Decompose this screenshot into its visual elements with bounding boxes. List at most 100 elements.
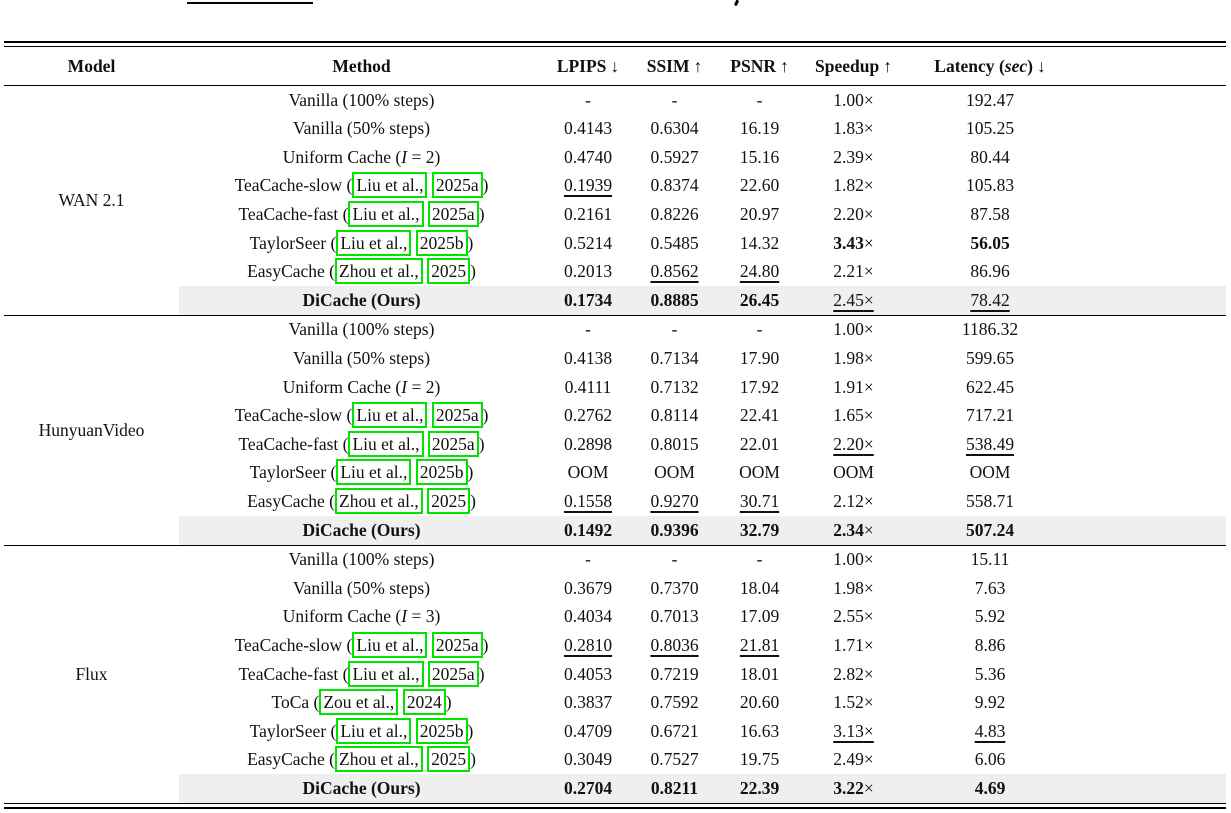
metric-cell: 622.45 [905,373,1075,402]
metric-value: 0.2161 [563,204,613,225]
metric-cell: 0.2810 [544,631,632,660]
metric-value: 2.34 [833,519,864,540]
method-cell: DiCache (Ours) [179,774,544,803]
spacer-cell [1075,746,1226,775]
times-symbol: × [863,376,874,397]
underlined-value: 30.71 [740,491,779,511]
table-row: Uniform Cache (I = 2) 0.4111 0.7132 17.92 1.… [4,373,1226,402]
header-label: Latency [934,55,995,76]
table-row: TaylorSeer (Liu et al., 2025b) 0.4709 0.67… [4,717,1226,746]
metric-value: 4.69 [974,777,1006,798]
metric-cell: OOM [632,459,717,488]
method-text: Vanilla (50% steps) [292,577,431,598]
metric-value: 599.65 [965,348,1015,369]
citation-link[interactable]: 2025 [427,258,471,285]
header-arrow-icon: ↑ [693,55,703,76]
metric-cell: 1.98× [802,344,905,373]
method-text: = 2) [407,146,441,167]
metric-value: 3.22 [833,777,864,798]
metric-cell: 22.60 [717,172,802,201]
citation-link[interactable]: 2025a [427,201,479,228]
citation-link[interactable]: Liu et al., [348,430,424,457]
method-cell: TaylorSeer (Liu et al., 2025b) [179,459,544,488]
citation-link[interactable]: Liu et al., [336,717,412,744]
metric-value: 0.8211 [650,777,699,798]
method-text: ) [482,634,489,655]
citation-link[interactable]: 2024 [402,689,446,716]
method-cell: Vanilla (50% steps) [179,574,544,603]
citation-link[interactable]: Zhou et al., [335,258,423,285]
metric-cell: - [544,314,632,345]
metric-value: 8.86 [974,634,1006,655]
citation-link[interactable]: Liu et al., [352,172,428,199]
times-symbol: × [863,289,874,310]
method-text: ) [478,204,485,225]
citation-link[interactable]: 2025b [415,229,468,256]
citation-link[interactable]: Liu et al., [348,201,424,228]
citation-link[interactable]: 2025a [427,660,479,687]
citation-link[interactable]: Zhou et al., [335,746,423,773]
method-text: DiCache (Ours) [302,519,421,540]
citation-link[interactable]: 2025b [415,717,468,744]
method-text: Vanilla (100% steps) [288,89,435,110]
citation-link[interactable]: 2025a [431,172,483,199]
metric-value: 1.00 [833,89,864,110]
metric-value: 0.6304 [650,118,699,139]
metric-value: 2.20 [833,204,864,225]
metric-value: OOM [739,462,780,483]
citation-link[interactable]: 2025 [427,746,471,773]
metric-cell: 17.09 [717,603,802,632]
method-cell: TeaCache-fast (Liu et al., 2025a) [179,660,544,689]
table-row: TeaCache-fast (Liu et al., 2025a) 0.2898 0… [4,430,1226,459]
metric-value: 87.58 [970,204,1010,225]
metric-value: 2.45 [833,289,864,310]
metric-cell: 507.24 [905,515,1075,545]
times-symbol: × [863,549,874,570]
citation-link[interactable]: 2025b [415,459,468,486]
metric-value: 0.8114 [650,405,699,426]
citation-link[interactable]: Liu et al., [352,402,428,429]
metric-cell: - [544,84,632,115]
citation-link[interactable]: 2025 [427,487,471,514]
metric-value: 0.9270 [650,490,699,511]
method-cell: EasyCache (Zhou et al., 2025) [179,746,544,775]
citation-link[interactable]: 2025a [427,430,479,457]
citation-link[interactable]: Liu et al., [336,229,412,256]
metric-cell: 1.52× [802,688,905,717]
metric-value: 6.06 [974,749,1006,770]
metric-cell: 3.22× [802,774,905,803]
spacer-cell [1075,115,1226,144]
method-text: DiCache (Ours) [302,289,421,310]
spacer-cell [1075,286,1226,316]
metric-cell: - [632,314,717,345]
method-text: EasyCache ( [247,749,336,770]
metric-value: 20.60 [739,692,780,713]
metric-value: 2.12 [833,490,864,511]
times-symbol: × [863,634,874,655]
citation-link[interactable]: Liu et al., [336,459,412,486]
header-label: Model [67,55,116,76]
model-section-hunyuanvideo: HunyuanVideo Vanilla (100% steps) - - -1.00×… [4,314,1226,545]
metric-value: 0.5214 [563,232,613,253]
spacer-cell [1075,258,1226,287]
model-section-wan-2-1: WAN 2.1 Vanilla (100% steps) - - -1.00× 192.4… [4,84,1226,316]
citation-link[interactable]: Liu et al., [352,631,428,658]
citation-link[interactable]: 2025a [431,631,483,658]
metric-value: 22.01 [739,433,780,454]
citation-link[interactable]: Zhou et al., [335,487,423,514]
metric-cell: 0.1734 [544,286,632,316]
times-symbol: × [863,89,874,110]
citation-link[interactable]: 2025a [431,402,483,429]
citation-link[interactable]: Zou et al., [319,689,399,716]
metric-cell: 0.3049 [544,746,632,775]
method-cell: TaylorSeer (Liu et al., 2025b) [179,229,544,258]
metric-cell: - [544,544,632,575]
metric-value: 24.80 [739,261,780,282]
metric-cell: 18.01 [717,660,802,689]
spacer-cell [1075,402,1226,431]
table-row: DiCache (Ours) 0.1734 0.8885 26.45 2.45× 78.4… [4,286,1226,316]
metric-cell: 0.1492 [544,515,632,545]
metric-value: 30.71 [739,490,780,511]
metric-value: - [671,549,678,570]
citation-link[interactable]: Liu et al., [348,660,424,687]
